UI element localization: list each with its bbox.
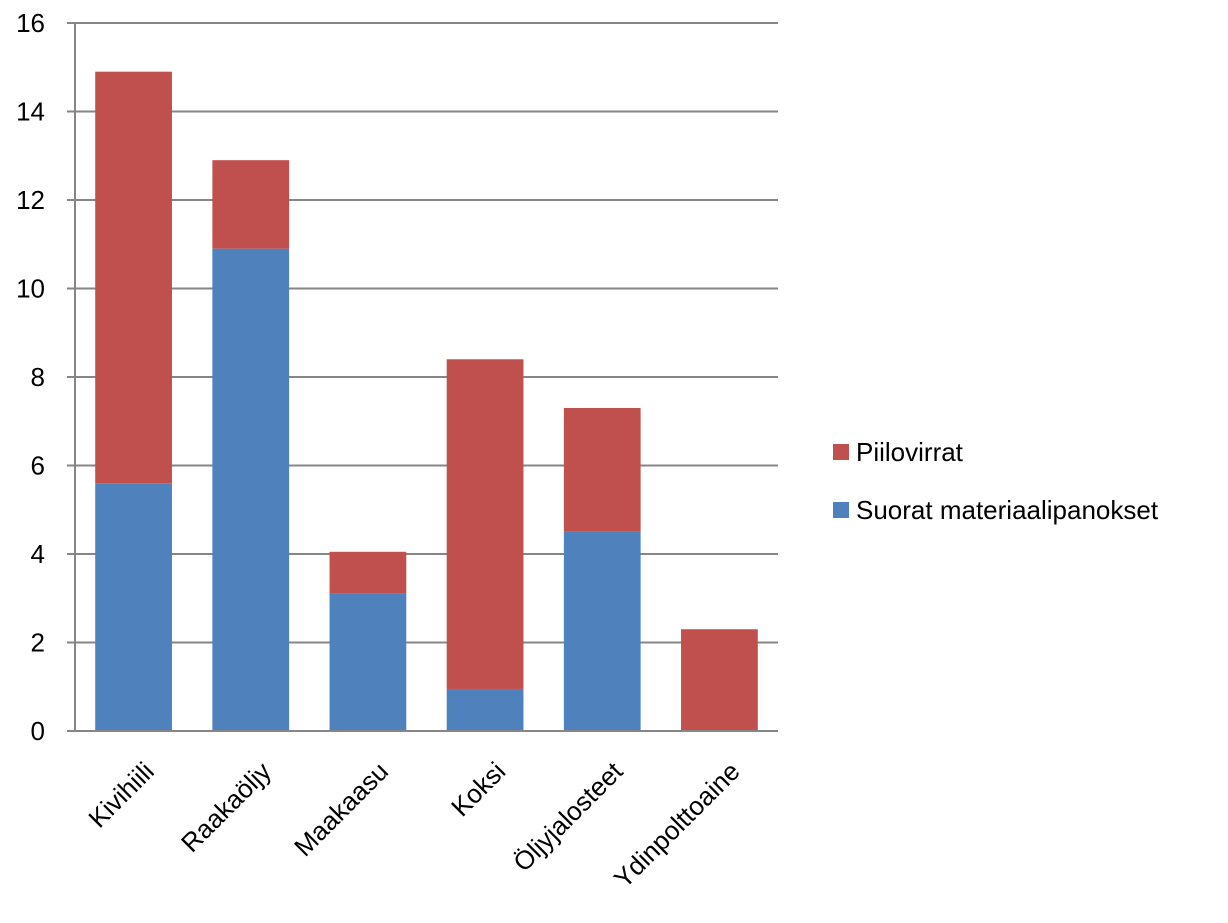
y-tick-label: 2 (31, 628, 45, 658)
y-tick-label: 14 (16, 97, 45, 127)
y-tick-label: 12 (16, 185, 45, 215)
y-tick-label: 16 (16, 8, 45, 38)
x-tick-label: Kivihiili (82, 756, 159, 833)
legend-label: Piilovirrat (856, 437, 964, 467)
x-axis-ticks: Kivihiili Raakaöljy Maakaasu KoksiÖljyjalos… (82, 755, 745, 893)
bar-piilovirrat-2 (329, 551, 407, 594)
bar-suorat-3 (446, 688, 524, 731)
bar-suorat-4 (563, 531, 641, 731)
bar-piilovirrat-3 (446, 359, 524, 689)
legend-swatch (833, 502, 849, 518)
y-tick-label: 4 (31, 539, 45, 569)
bar-suorat-0 (95, 483, 172, 731)
axes (74, 23, 778, 732)
bar-piilovirrat-4 (563, 407, 641, 532)
gridlines (75, 22, 778, 644)
x-tick-label: Maakaasu (288, 756, 394, 862)
x-tick-label: Koksi (445, 756, 511, 822)
y-tick-label: 6 (31, 451, 45, 481)
y-axis-ticks: 0 2 4 6 8 10 12 14 16 (16, 8, 75, 746)
y-tick-label: 8 (31, 362, 45, 392)
y-tick-label: 10 (16, 274, 45, 304)
bar-suorat-1 (212, 248, 290, 732)
legend-swatch (833, 444, 849, 460)
bar-piilovirrat-5 (681, 629, 758, 731)
x-tick-label: Ydinpolttoaine (608, 756, 746, 894)
legend-label: Suorat materiaalipanokset (856, 495, 1159, 525)
legend: Piilovirrat Suorat materiaalipanokset (833, 437, 1159, 525)
x-tick-label: Öljyjalosteet (507, 755, 629, 877)
bar-suorat-2 (329, 593, 407, 731)
bar-piilovirrat-0 (95, 71, 172, 484)
bars (95, 71, 758, 732)
y-tick-label: 0 (31, 716, 45, 746)
bar-piilovirrat-1 (212, 160, 290, 249)
x-tick-label: Raakaöljy (175, 756, 277, 858)
